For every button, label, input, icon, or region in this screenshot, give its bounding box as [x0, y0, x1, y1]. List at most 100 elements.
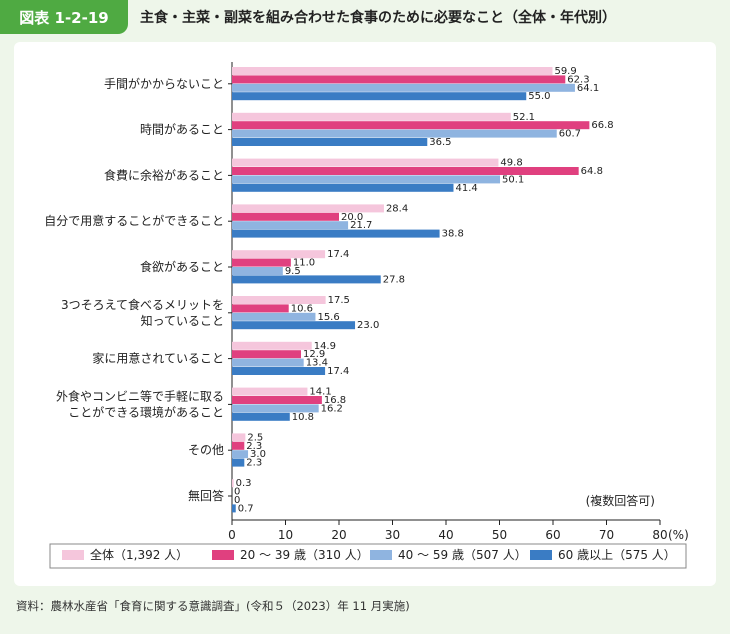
category-label-line: 時間があること	[140, 122, 224, 137]
category-label-line: 外食やコンビニ等で手軽に取る	[56, 388, 224, 403]
bar-series-4	[232, 504, 236, 513]
category-label: 自分で用意することができること	[44, 213, 224, 228]
value-label: 17.4	[327, 366, 349, 377]
bar-series-2	[232, 350, 302, 359]
bar-series-4	[232, 458, 245, 467]
value-label: 28.4	[386, 203, 408, 214]
bar-series-3	[232, 312, 316, 321]
value-label: 12.9	[303, 349, 325, 360]
bar-series-2	[232, 75, 566, 84]
category-label-line: 食費に余裕があること	[104, 167, 224, 182]
bar-series-1	[232, 296, 326, 304]
category-label-line: 3つそろえて食べるメリットを	[61, 297, 224, 312]
category-label: 無回答	[188, 488, 224, 503]
category-label: 食欲があること	[140, 259, 224, 274]
bar-series-4	[232, 275, 381, 284]
x-tick-label: 40	[438, 528, 453, 542]
bar-series-1	[232, 158, 499, 167]
bar-series-1	[232, 479, 234, 488]
legend-swatch-2	[212, 550, 234, 560]
bar-series-3	[232, 267, 283, 275]
value-label: 21.7	[350, 220, 372, 231]
bar-series-2	[232, 167, 579, 175]
legend-label-4: 60 歳以上（575 人）	[558, 548, 676, 562]
bar-series-1	[232, 387, 308, 396]
value-label: 10.6	[291, 303, 313, 314]
x-unit-label: (%)	[668, 528, 689, 542]
bar-series-2	[232, 258, 291, 267]
value-label: 9.5	[285, 266, 301, 277]
x-tick-label: 10	[278, 528, 293, 542]
value-label: 38.8	[442, 229, 464, 240]
value-label: 15.6	[317, 312, 339, 323]
value-label: 2.3	[246, 458, 262, 469]
value-label: 0	[234, 495, 240, 506]
value-label: 49.8	[500, 158, 522, 169]
multi-answer-note: (複数回答可)	[586, 493, 655, 508]
bar-chart: 0 10 20 30 40 50 60 70 80 (%) (複数回答可) 手間がかからないこと 59.…	[44, 62, 689, 569]
value-label: 59.9	[554, 66, 576, 77]
category-label-line: 家に用意されていること	[92, 351, 224, 366]
value-label: 52.1	[513, 112, 535, 123]
bar-series-2	[232, 212, 339, 221]
x-tick-label: 50	[492, 528, 507, 542]
value-label: 0.3	[236, 478, 252, 489]
value-label: 14.1	[309, 387, 331, 398]
value-label: 0	[234, 487, 240, 498]
bar-series-3	[232, 358, 304, 367]
value-label: 17.5	[328, 295, 350, 306]
value-label: 66.8	[591, 120, 613, 131]
legend-swatch-3	[370, 550, 392, 560]
bar-series-4	[232, 92, 527, 101]
value-label: 64.1	[577, 83, 599, 94]
category-label: 家に用意されていること	[92, 351, 224, 366]
bar-series-1	[232, 341, 312, 350]
category-label-line: 手間がかからないこと	[104, 76, 224, 91]
bar-series-4	[232, 321, 356, 330]
legend-swatch-4	[530, 550, 552, 560]
bar-series-3	[232, 221, 349, 230]
bar-series-4	[232, 412, 290, 421]
value-label: 10.8	[292, 412, 314, 423]
category-label: 手間がかからないこと	[104, 76, 224, 91]
legend-label-3: 40 ～ 59 歳（507 人）	[398, 548, 527, 562]
figure-title: 主食・主菜・副菜を組み合わせた食事のために必要なこと（全体・年代別）	[140, 10, 616, 26]
bar-series-2	[232, 304, 289, 313]
bar-series-3	[232, 404, 319, 413]
figure-header: 図表 1-2-19 主食・主菜・副菜を組み合わせた食事のために必要なこと（全体・…	[0, 0, 730, 34]
legend-label-2: 20 ～ 39 歳（310 人）	[240, 548, 369, 562]
bar-series-2	[232, 441, 245, 450]
legend-swatch-1	[62, 550, 84, 560]
value-label: 36.5	[429, 137, 451, 148]
value-label: 27.8	[383, 274, 405, 285]
value-label: 11.0	[293, 258, 315, 269]
bar-series-1	[232, 433, 246, 442]
category-label: 外食やコンビニ等で手軽に取ることができる環境があること	[56, 388, 224, 419]
legend-label-1: 全体（1,392 人）	[90, 547, 188, 562]
category-label: その他	[188, 443, 224, 457]
value-label: 50.1	[502, 174, 524, 185]
bar-series-3	[232, 450, 249, 459]
value-label: 14.9	[314, 341, 336, 352]
bar-series-1	[232, 112, 511, 121]
value-label: 64.8	[581, 166, 603, 177]
category-label-line: 無回答	[188, 488, 224, 503]
bar-series-4	[232, 367, 326, 375]
bar-series-3	[232, 129, 557, 138]
x-tick-label: 0	[228, 528, 236, 542]
category-label: 3つそろえて食べるメリットを知っていること	[61, 297, 224, 328]
x-tick-label: 20	[331, 528, 346, 542]
category-label: 時間があること	[140, 122, 224, 137]
value-label: 13.4	[306, 358, 328, 369]
value-label: 16.8	[324, 395, 346, 406]
x-tick-label: 60	[545, 528, 560, 542]
value-label: 0.7	[238, 503, 254, 514]
value-label: 55.0	[528, 91, 550, 102]
category-label: 食費に余裕があること	[104, 167, 224, 182]
value-label: 17.4	[327, 249, 349, 260]
bar-series-4	[232, 183, 454, 192]
category-label-line: 知っていること	[141, 314, 224, 328]
legend-box	[49, 543, 687, 569]
category-label-line: 自分で用意することができること	[44, 213, 224, 228]
value-label: 60.7	[559, 129, 581, 140]
